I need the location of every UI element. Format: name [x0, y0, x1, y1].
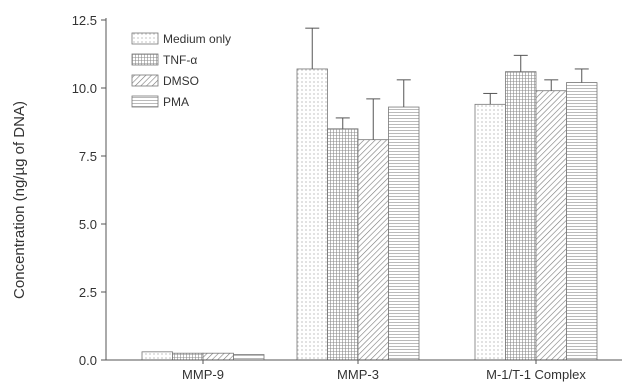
legend-label: TNF-α: [163, 53, 197, 67]
legend-swatch-diagonal: [131, 74, 159, 87]
legend-swatch-grid: [131, 53, 159, 66]
y-ticks: 0.0 2.5 5.0 7.5 10.0 12.5: [72, 13, 106, 368]
legend: Medium only TNF-α DMSO PMA: [131, 32, 231, 109]
bar-dots: [141, 351, 173, 361]
x-category-labels: MMP-9 MMP-3 M-1/T-1 Complex: [182, 360, 586, 382]
bar-grid: [505, 71, 537, 361]
y-tick-label: 12.5: [72, 13, 97, 28]
x-category-label: M-1/T-1 Complex: [486, 367, 586, 382]
legend-swatch-horizontal: [131, 95, 159, 108]
x-category-label: MMP-9: [182, 367, 224, 382]
y-axis-label: Concentration (ng/µg of DNA): [11, 101, 28, 299]
legend-label: PMA: [163, 95, 189, 109]
bar-horizontal: [233, 354, 265, 361]
bar-grid: [172, 352, 204, 361]
y-tick-label: 7.5: [79, 149, 97, 164]
bar-horizontal: [566, 82, 598, 361]
y-tick-label: 0.0: [79, 353, 97, 368]
x-category-label: MMP-3: [337, 367, 379, 382]
y-tick-label: 2.5: [79, 285, 97, 300]
error-bars: [305, 27, 589, 140]
bar-dots: [474, 103, 506, 361]
legend-label: DMSO: [163, 74, 199, 88]
bar-dots: [296, 68, 328, 361]
bar-diagonal: [357, 139, 389, 361]
bars: [141, 68, 598, 361]
bar-diagonal: [202, 352, 234, 361]
bar-grid: [327, 128, 359, 361]
bar-diagonal: [535, 90, 567, 361]
legend-label: Medium only: [163, 32, 231, 46]
y-tick-label: 5.0: [79, 217, 97, 232]
bar-horizontal: [388, 106, 420, 361]
y-tick-label: 10.0: [72, 81, 97, 96]
legend-swatch-dots: [131, 32, 159, 45]
